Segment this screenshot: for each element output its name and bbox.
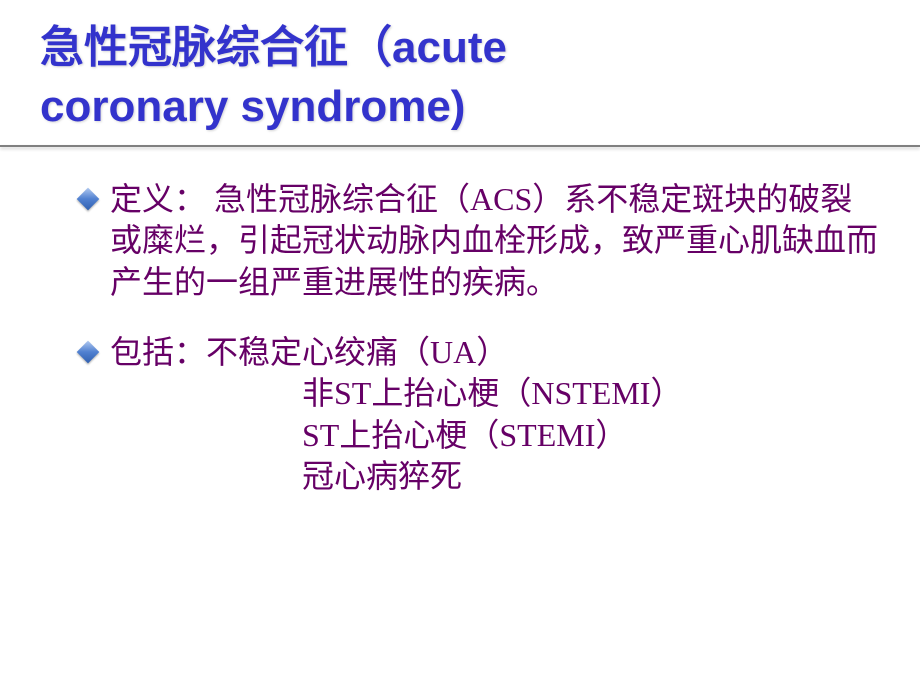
diamond-bullet-icon bbox=[77, 187, 100, 210]
bullet-item-2: 包括：不稳定心绞痛（UA） bbox=[80, 332, 880, 374]
diamond-bullet-icon bbox=[77, 340, 100, 363]
bullet-text-2: 包括：不稳定心绞痛（UA） bbox=[110, 332, 508, 374]
sub-line-3: 冠心病猝死 bbox=[80, 456, 880, 498]
sub-line-2: ST上抬心梗（STEMI） bbox=[80, 415, 880, 457]
title-line-1: 急性冠脉综合征（acute bbox=[40, 23, 507, 72]
slide-content: 定义： 急性冠脉综合征（ACS）系不稳定斑块的破裂或糜烂，引起冠状动脉内血栓形成… bbox=[40, 167, 880, 498]
slide-title: 急性冠脉综合征（acute coronary syndrome) bbox=[40, 18, 880, 137]
sub-line-1: 非ST上抬心梗（NSTEMI） bbox=[80, 373, 880, 415]
bullet-text-1: 定义： 急性冠脉综合征（ACS）系不稳定斑块的破裂或糜烂，引起冠状动脉内血栓形成… bbox=[110, 179, 880, 304]
title-line-2: coronary syndrome) bbox=[40, 82, 465, 131]
bullet-item-1: 定义： 急性冠脉综合征（ACS）系不稳定斑块的破裂或糜烂，引起冠状动脉内血栓形成… bbox=[80, 179, 880, 304]
title-underline bbox=[0, 145, 920, 147]
slide-container: 急性冠脉综合征（acute coronary syndrome) 定义： 急性冠… bbox=[0, 0, 920, 690]
